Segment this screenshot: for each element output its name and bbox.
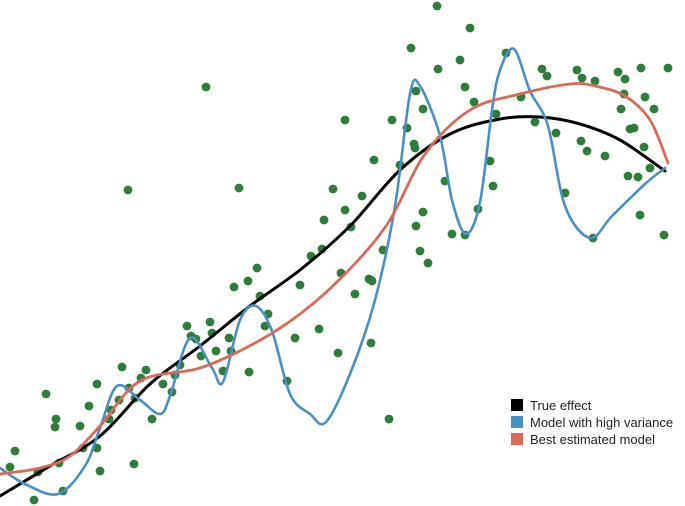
data-point bbox=[314, 324, 324, 334]
data-point bbox=[41, 389, 51, 399]
data-point bbox=[447, 229, 457, 239]
data-point bbox=[530, 117, 540, 127]
data-point bbox=[252, 263, 262, 273]
data-point bbox=[182, 321, 192, 331]
data-point bbox=[629, 123, 639, 133]
data-point bbox=[600, 151, 610, 161]
data-point bbox=[576, 136, 586, 146]
legend-label-high-variance: Model with high variance bbox=[530, 415, 673, 430]
data-point bbox=[659, 230, 669, 240]
data-point bbox=[5, 462, 15, 472]
data-point bbox=[117, 362, 127, 372]
data-point bbox=[465, 23, 475, 33]
data-point bbox=[243, 276, 253, 286]
data-point bbox=[635, 210, 645, 220]
data-point bbox=[201, 82, 211, 92]
data-point bbox=[387, 115, 397, 125]
data-point bbox=[433, 64, 443, 74]
data-point bbox=[623, 171, 633, 181]
data-point bbox=[158, 379, 168, 389]
data-point bbox=[455, 55, 465, 65]
data-point bbox=[640, 92, 650, 102]
data-point bbox=[340, 205, 350, 215]
data-point bbox=[260, 321, 270, 331]
data-point bbox=[75, 421, 85, 431]
data-point bbox=[485, 156, 495, 166]
data-point bbox=[123, 185, 133, 195]
data-point bbox=[369, 155, 379, 165]
data-points bbox=[5, 1, 673, 505]
data-point bbox=[234, 183, 244, 193]
data-point bbox=[411, 86, 421, 96]
data-point bbox=[410, 143, 420, 153]
data-point bbox=[469, 97, 479, 107]
data-point bbox=[10, 446, 20, 456]
data-point bbox=[590, 76, 600, 86]
data-point bbox=[411, 221, 421, 231]
data-point bbox=[418, 207, 428, 217]
legend-label-best-estimated: Best estimated model bbox=[530, 432, 655, 447]
data-point bbox=[50, 422, 60, 432]
data-point bbox=[366, 275, 376, 285]
data-point bbox=[636, 63, 646, 73]
legend-swatch-true-effect bbox=[511, 399, 523, 411]
data-point bbox=[649, 104, 659, 114]
data-point bbox=[92, 379, 102, 389]
data-point bbox=[229, 282, 239, 292]
data-point bbox=[613, 67, 623, 77]
data-point bbox=[147, 414, 157, 424]
legend-label-true-effect: True effect bbox=[530, 398, 592, 413]
data-point bbox=[29, 495, 39, 505]
data-point bbox=[551, 128, 561, 138]
data-point bbox=[384, 414, 394, 424]
data-point bbox=[357, 191, 367, 201]
data-point bbox=[319, 215, 329, 225]
data-point bbox=[84, 401, 94, 411]
data-point bbox=[423, 258, 433, 268]
data-point bbox=[51, 414, 61, 424]
legend-item-true-effect: True effect bbox=[511, 398, 592, 413]
data-point bbox=[95, 466, 105, 476]
data-point bbox=[350, 289, 360, 299]
data-point bbox=[141, 365, 151, 375]
data-point bbox=[460, 82, 470, 92]
data-point bbox=[244, 367, 254, 377]
data-point bbox=[295, 280, 305, 290]
data-point bbox=[211, 346, 221, 356]
data-point bbox=[663, 63, 673, 73]
legend-swatch-high-variance bbox=[511, 416, 523, 428]
legend-item-high-variance: Model with high variance bbox=[511, 415, 673, 430]
data-point bbox=[488, 181, 498, 191]
data-point bbox=[491, 109, 501, 119]
legend-swatch-best-estimated bbox=[511, 433, 523, 445]
data-point bbox=[328, 184, 338, 194]
data-point bbox=[633, 172, 643, 182]
data-point bbox=[616, 104, 626, 114]
model-curves bbox=[0, 47, 670, 498]
data-point bbox=[366, 338, 376, 348]
series-line-true-effect bbox=[0, 115, 667, 498]
data-point bbox=[542, 71, 552, 81]
data-point bbox=[333, 348, 343, 358]
data-point bbox=[537, 64, 547, 74]
data-point bbox=[418, 104, 428, 114]
legend: True effect Model with high variance Bes… bbox=[511, 398, 673, 447]
data-point bbox=[205, 317, 215, 327]
data-point bbox=[577, 73, 587, 83]
data-point bbox=[290, 333, 300, 343]
data-point bbox=[572, 65, 582, 75]
data-point bbox=[406, 43, 416, 53]
data-point bbox=[129, 459, 139, 469]
data-point bbox=[432, 1, 442, 11]
data-point bbox=[415, 246, 425, 256]
data-point bbox=[224, 333, 234, 343]
legend-item-best-estimated: Best estimated model bbox=[511, 432, 655, 447]
data-point bbox=[620, 74, 630, 84]
data-point bbox=[639, 142, 649, 152]
data-point bbox=[582, 146, 592, 156]
series-line-best-estimated bbox=[0, 82, 670, 476]
data-point bbox=[645, 163, 655, 173]
data-point bbox=[340, 115, 350, 125]
